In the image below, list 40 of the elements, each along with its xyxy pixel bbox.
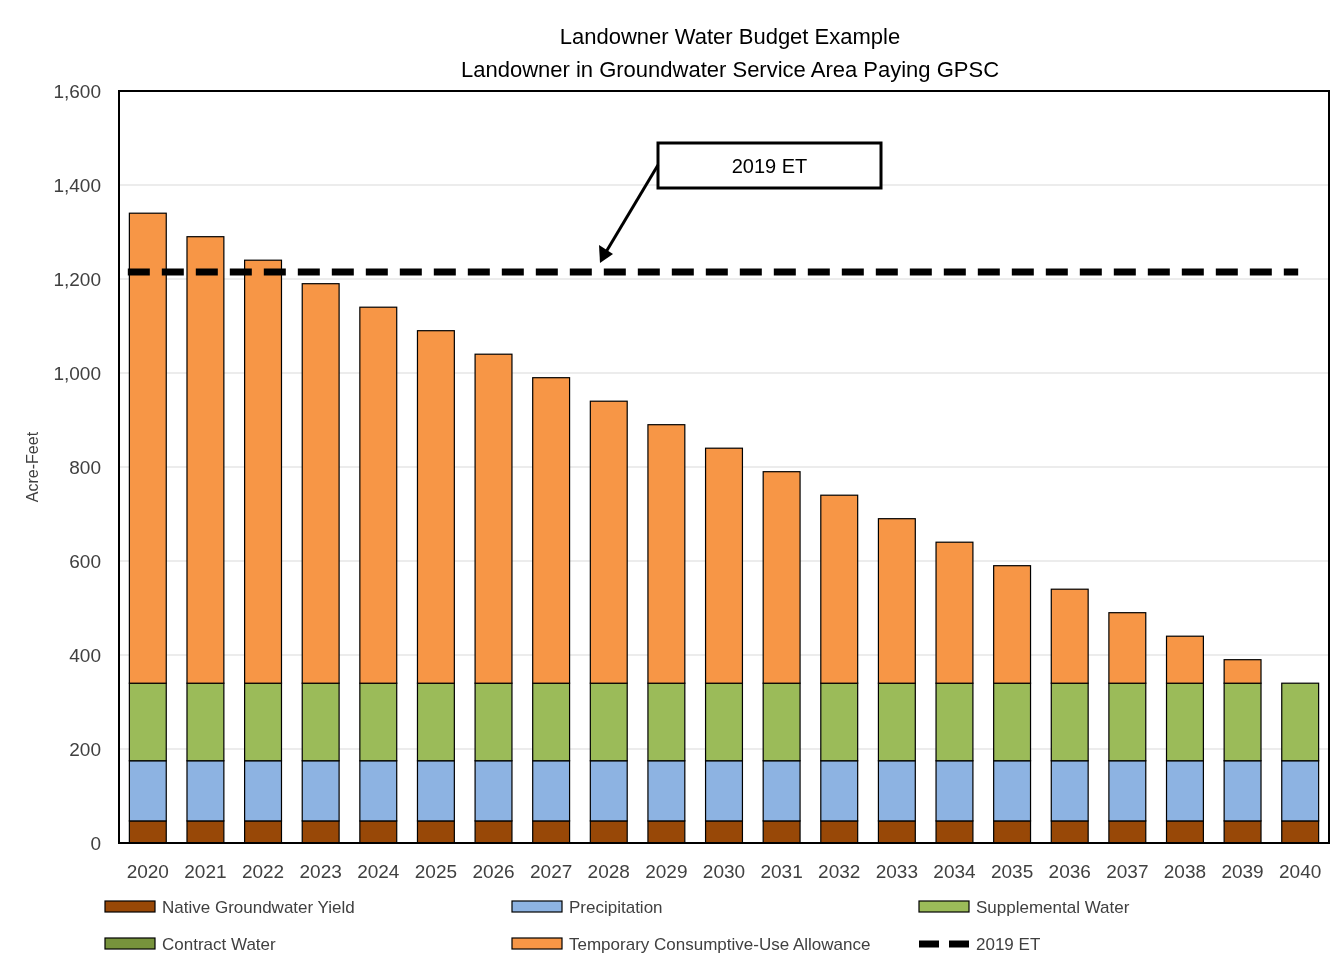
- legend-label: Temporary Consumptive-Use Allowance: [569, 935, 871, 954]
- y-tick-label: 1,000: [53, 363, 101, 384]
- x-tick-label: 2037: [1106, 861, 1149, 882]
- x-tick-label: 2023: [299, 861, 342, 882]
- x-tick-label: 2033: [875, 861, 918, 882]
- text: 2019 ET: [731, 155, 808, 177]
- x-tick-label: 2026: [472, 861, 515, 882]
- x-tick-label: 2036: [1048, 861, 1091, 882]
- legend-label: Contract Water: [162, 935, 277, 954]
- y-tick-label: 0: [90, 833, 101, 854]
- x-tick-label: 2032: [818, 861, 861, 882]
- x-tick-label: 2028: [587, 861, 630, 882]
- legend-label: Precipitation: [569, 898, 663, 917]
- legend-label: Supplemental Water: [976, 898, 1130, 917]
- x-tick-label: 2038: [1163, 861, 1207, 882]
- x-tick-label: 2024: [357, 861, 400, 882]
- chart-subtitle: Landowner in Groundwater Service Area Paying GPSC: [460, 57, 1000, 82]
- x-tick-label: 2029: [645, 861, 688, 882]
- x-tick-label: 2021: [184, 861, 227, 882]
- y-tick-label: 1,600: [53, 81, 101, 102]
- y-tick-label: 600: [69, 551, 101, 572]
- x-tick-label: 2040: [1279, 861, 1322, 882]
- x-tick-label: 2031: [760, 861, 803, 882]
- x-tick-label: 2034: [933, 861, 977, 882]
- y-tick-label: 800: [69, 457, 101, 478]
- y-tick-label: 1,200: [53, 269, 101, 290]
- legend-label: 2019 ET: [976, 935, 1041, 954]
- x-tick-label: 2020: [126, 861, 169, 882]
- x-tick-label: 2035: [990, 861, 1034, 882]
- x-tick-label: 2030: [702, 861, 746, 882]
- chart-title: Landowner Water Budget Example: [559, 24, 901, 49]
- x-tick-label: 2022: [241, 861, 285, 882]
- legend-label: Native Groundwater Yield: [162, 898, 355, 917]
- y-tick-label: 200: [69, 739, 101, 760]
- y-axis-title: Acre-Feet: [24, 431, 41, 503]
- x-tick-label: 2039: [1221, 861, 1264, 882]
- y-tick-label: 1,400: [53, 175, 101, 196]
- x-tick-label: 2025: [414, 861, 458, 882]
- y-tick-label: 400: [69, 645, 101, 666]
- x-tick-label: 2027: [530, 861, 573, 882]
